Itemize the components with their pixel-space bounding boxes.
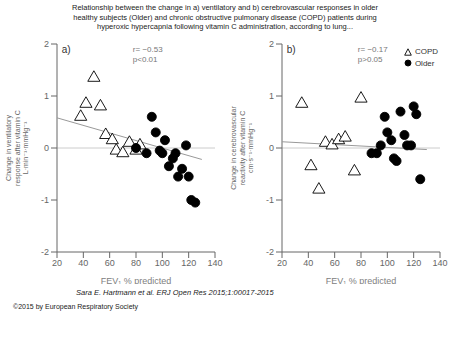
svg-text:140: 140 [432,258,442,268]
svg-text:60: 60 [105,258,115,268]
svg-text:Change in ventilatoryresponse: Change in ventilatoryresponse after vita… [8,110,30,186]
html-text:r= −0.53 p<0.01: r= −0.53 p<0.01 [132,45,163,64]
svg-text:40: 40 [78,258,88,268]
html-text:r= −0.17 p>0.05: r= −0.17 p>0.05 [357,45,388,64]
svg-text:2: 2 [269,39,274,49]
svg-text:FEV₁ % predicted: FEV₁ % predicted [101,276,172,284]
svg-text:Change in cerebrovascularreact: Change in cerebrovascularreactivity afte… [230,106,255,190]
html-text:©2015 by European Respiratory: ©2015 by European Respiratory Society [13,303,138,310]
svg-text:-2: -2 [266,247,274,257]
svg-text:80: 80 [356,258,366,268]
svg-text:60: 60 [330,258,340,268]
svg-text:1: 1 [269,91,274,101]
svg-text:80: 80 [131,258,141,268]
html-text:Older: Older [414,58,435,68]
svg-text:0: 0 [269,143,274,153]
html-text:a): a) [61,44,71,55]
svg-text:20: 20 [52,258,62,268]
svg-text:1: 1 [44,91,49,101]
html-text:Sara E. Hartmann et al. ERJ Op: Sara E. Hartmann et al. ERJ Open Res 201… [76,288,274,297]
svg-text:100: 100 [380,258,395,268]
svg-text:100: 100 [155,258,170,268]
svg-text:-1: -1 [41,195,49,205]
html-text:Relationship between the chang: Relationship between the change in a) ve… [72,3,378,31]
svg-text:140: 140 [207,258,222,268]
svg-text:20: 20 [277,258,287,268]
svg-text:0: 0 [44,143,49,153]
svg-text:-2: -2 [41,247,49,257]
html-text:b): b) [286,44,296,55]
svg-text:120: 120 [406,258,421,268]
svg-text:40: 40 [303,258,313,268]
svg-text:-1: -1 [266,195,274,205]
svg-text:FEV₁ % predicted: FEV₁ % predicted [326,276,397,284]
html-text:COPD: COPD [414,47,438,57]
svg-text:2: 2 [44,39,49,49]
svg-text:120: 120 [181,258,196,268]
